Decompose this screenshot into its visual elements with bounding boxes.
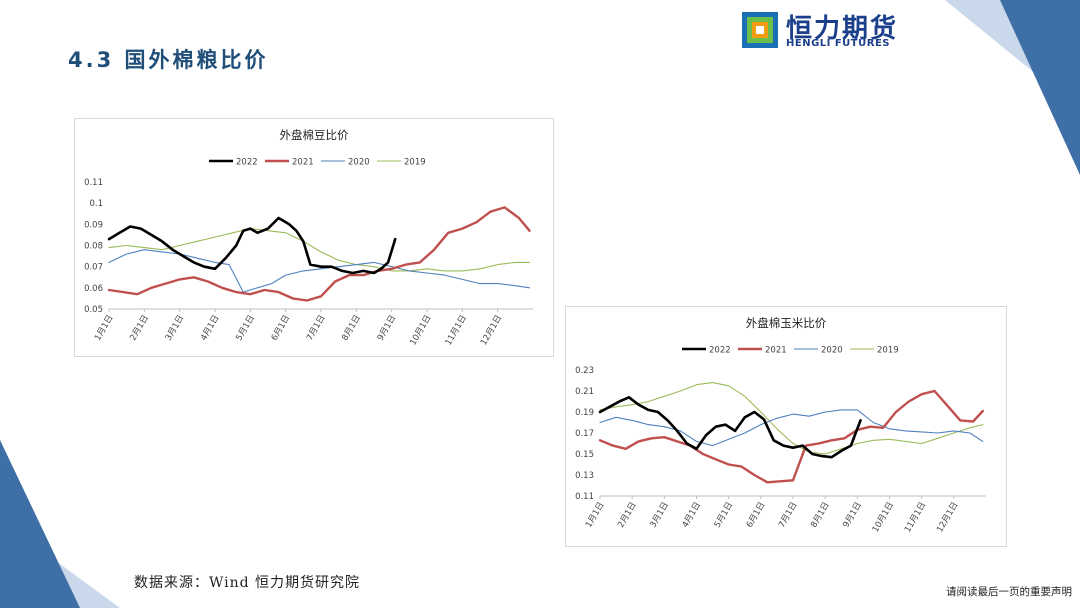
corn-chart-legend-label-2019: 2019 bbox=[877, 346, 899, 356]
cotton-corn-chart-svg: 外盘棉玉米比价 2022 2021 2020 2019 0.23 0.21 0.19 0.17 0… bbox=[575, 316, 986, 535]
cotton-soybean-ratio-chart: 外盘棉豆比价 2022 2021 2020 2019 0.11 0.1 0.09 0.08 0.0… bbox=[74, 118, 554, 357]
soybean-chart-x-tick-label: 1月1日 bbox=[93, 314, 116, 343]
soybean-chart-y-tick-label: 0.11 bbox=[84, 178, 103, 188]
logo-english-name: HENGLI FUTURES bbox=[786, 38, 890, 49]
corn-chart-series-line-2020 bbox=[599, 409, 984, 447]
company-logo: 恒力期货 HENGLI FUTURES bbox=[742, 10, 912, 50]
corn-chart-legend-label-2021: 2021 bbox=[765, 346, 787, 356]
soybean-chart-series-line-2019 bbox=[108, 228, 531, 272]
soybean-chart-legend-label-2021: 2021 bbox=[292, 158, 314, 168]
soybean-chart-x-tick-label: 11月1日 bbox=[444, 314, 469, 348]
soybean-chart-x-tick-label: 8月1日 bbox=[340, 314, 363, 343]
corn-chart-x-tick-label: 7月1日 bbox=[777, 501, 800, 530]
corn-chart-x-tick-label: 4月1日 bbox=[681, 501, 704, 530]
logo-mark-icon bbox=[742, 12, 778, 48]
corn-chart-series-line-2022 bbox=[598, 396, 862, 459]
corn-chart-x-tick-label: 12月1日 bbox=[935, 501, 960, 535]
corn-chart-x-tick-label: 8月1日 bbox=[809, 501, 832, 530]
corn-chart-y-tick-label: 0.23 bbox=[575, 366, 594, 376]
corn-chart-y-tick-label: 0.13 bbox=[575, 471, 594, 481]
soybean-chart-legend-label-2022: 2022 bbox=[236, 158, 258, 168]
soybean-chart-x-tick-label: 6月1日 bbox=[270, 314, 293, 343]
section-title: 4.3 国外棉粮比价 bbox=[68, 48, 269, 72]
cotton-corn-ratio-chart: 外盘棉玉米比价 2022 2021 2020 2019 0.23 0.21 0.19 0.17 0… bbox=[565, 306, 1007, 547]
corn-chart-x-tick-label: 9月1日 bbox=[841, 501, 864, 530]
soybean-chart-x-tick-label: 5月1日 bbox=[234, 314, 257, 343]
logo-chinese-name: 恒力期货 bbox=[786, 14, 899, 44]
soybean-chart-x-tick-label: 2月1日 bbox=[128, 314, 151, 343]
corn-chart-x-tick-label: 11月1日 bbox=[903, 501, 928, 535]
soybean-chart-legend-label-2019: 2019 bbox=[404, 158, 426, 168]
corn-chart-y-tick-label: 0.19 bbox=[575, 408, 594, 418]
soybean-chart-title: 外盘棉豆比价 bbox=[280, 128, 349, 142]
soybean-chart-x-tick-label: 10月1日 bbox=[408, 314, 433, 348]
soybean-chart-x-tick-label: 9月1日 bbox=[376, 314, 399, 343]
soybean-chart-series-line-2021 bbox=[107, 206, 531, 302]
soybean-chart-series-line-2022 bbox=[107, 216, 397, 275]
soybean-chart-y-tick-label: 0.08 bbox=[84, 242, 103, 252]
corn-chart-legend-label-2022: 2022 bbox=[709, 346, 731, 356]
soybean-chart-x-tick-label: 7月1日 bbox=[305, 314, 328, 343]
cotton-soybean-chart-svg: 外盘棉豆比价 2022 2021 2020 2019 0.11 0.1 0.09 0.08 0.0… bbox=[84, 128, 533, 348]
soybean-chart-y-tick-label: 0.1 bbox=[89, 199, 103, 209]
corn-chart-title: 外盘棉玉米比价 bbox=[746, 316, 827, 330]
soybean-chart-x-tick-label: 3月1日 bbox=[164, 314, 187, 343]
corn-chart-x-tick-label: 2月1日 bbox=[616, 501, 639, 530]
corn-chart-y-tick-label: 0.15 bbox=[575, 450, 594, 460]
corn-chart-x-tick-label: 10月1日 bbox=[871, 501, 896, 535]
soybean-chart-x-tick-label: 12月1日 bbox=[479, 314, 504, 348]
corn-chart-series-line-2019 bbox=[599, 382, 984, 455]
soybean-chart-x-tick-label: 4月1日 bbox=[199, 314, 222, 343]
bottom-left-dark-triangle bbox=[0, 440, 80, 608]
soybean-chart-y-tick-label: 0.07 bbox=[84, 263, 103, 273]
soybean-chart-y-tick-label: 0.05 bbox=[84, 305, 103, 315]
disclaimer-note: 请阅读最后一页的重要声明 bbox=[946, 586, 1072, 598]
corn-chart-x-tick-label: 5月1日 bbox=[713, 501, 736, 530]
corn-chart-x-tick-label: 1月1日 bbox=[584, 501, 607, 530]
corn-chart-y-tick-label: 0.11 bbox=[575, 492, 594, 502]
soybean-chart-y-tick-label: 0.06 bbox=[84, 284, 103, 294]
soybean-chart-legend-label-2020: 2020 bbox=[348, 158, 370, 168]
corn-chart-legend-label-2020: 2020 bbox=[821, 346, 843, 356]
soybean-chart-y-tick-label: 0.09 bbox=[84, 220, 103, 230]
corn-chart-x-tick-label: 3月1日 bbox=[648, 501, 671, 530]
corn-chart-x-tick-label: 6月1日 bbox=[745, 501, 768, 530]
data-source-note: 数据来源：Wind 恒力期货研究院 bbox=[134, 575, 361, 591]
corn-chart-y-tick-label: 0.21 bbox=[575, 387, 594, 397]
corn-chart-y-tick-label: 0.17 bbox=[575, 429, 594, 439]
corn-chart-series-line-2021 bbox=[598, 389, 984, 484]
top-right-dark-triangle bbox=[1000, 0, 1080, 175]
